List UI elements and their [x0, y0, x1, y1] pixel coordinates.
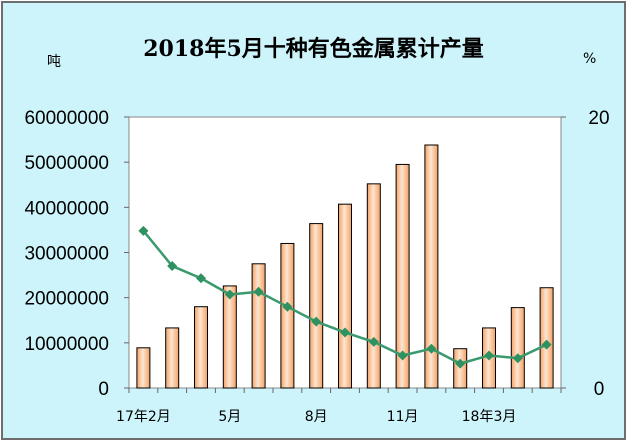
x-axis-tick-label: 17年2月 [116, 409, 171, 425]
bar [366, 183, 381, 389]
x-axis-tick-label: 11月 [387, 409, 419, 425]
bar [165, 327, 180, 389]
bar [309, 223, 324, 389]
line-point [512, 353, 523, 364]
line-point [397, 350, 408, 361]
line-point [196, 273, 206, 284]
line-point [455, 358, 466, 369]
line-point [541, 339, 552, 350]
line-point [138, 225, 149, 236]
bar [539, 287, 554, 389]
left-axis-tick-label: 40000000 [24, 198, 109, 219]
bar [395, 163, 410, 389]
line-point [167, 261, 178, 272]
x-axis-tick-label: 8月 [305, 409, 328, 425]
left-axis-unit: 吨 [47, 54, 61, 70]
left-axis-tick-label: 50000000 [24, 153, 109, 174]
line-point [484, 350, 494, 361]
chart-title: 2018年5月十种有色金属累计产量 [143, 36, 484, 62]
bar [251, 263, 266, 389]
line-point [253, 286, 264, 297]
left-axis-tick-label: 60000000 [24, 108, 109, 129]
bar [136, 347, 151, 389]
bar [280, 242, 295, 389]
bar [194, 306, 208, 389]
line-point [368, 336, 379, 347]
chart-canvas: 0 10000000 20000000 30000000 40000000 5000000… [24, 108, 609, 425]
bar [338, 203, 352, 389]
line-point [340, 327, 350, 338]
line-point [224, 289, 235, 300]
right-axis-tick-label: 0 [594, 379, 605, 400]
bar [222, 285, 237, 389]
right-axis-tick-label: 20 [588, 108, 609, 129]
right-axis-unit: % [583, 51, 597, 67]
left-axis-tick-label: 20000000 [24, 289, 109, 310]
line-point [282, 301, 293, 312]
left-axis-tick-label: 30000000 [24, 244, 109, 265]
x-axis-tick-label: 18年3月 [462, 409, 517, 425]
left-axis-tick-label: 10000000 [24, 334, 109, 355]
line-point [311, 316, 322, 327]
left-axis-tick-label: 0 [98, 379, 109, 400]
x-axis-tick-label: 5月 [218, 409, 241, 425]
bar [510, 307, 525, 389]
bar [424, 144, 439, 389]
line-point [426, 343, 437, 354]
